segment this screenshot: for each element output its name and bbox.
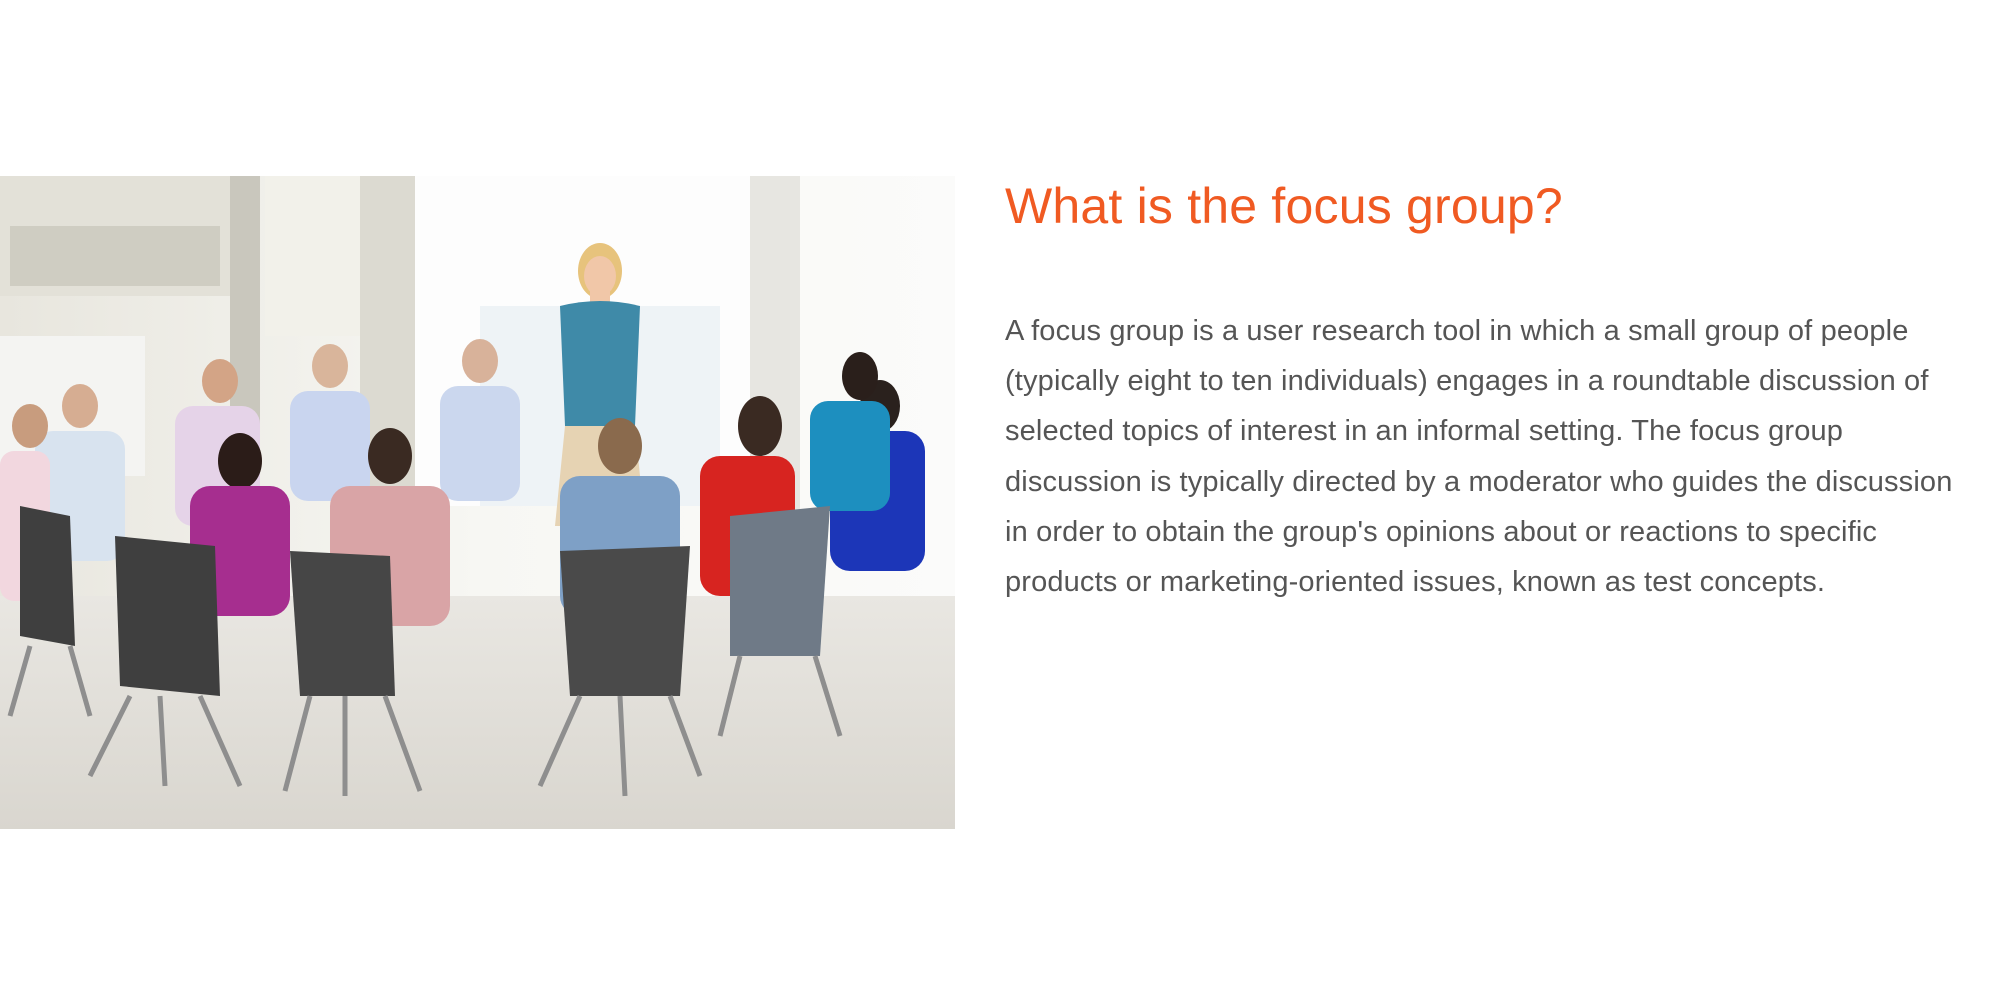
focus-group-photo bbox=[0, 176, 955, 829]
section-paragraph: A focus group is a user research tool in… bbox=[1005, 315, 1953, 599]
chairs bbox=[20, 506, 830, 696]
chair-legs bbox=[7, 645, 843, 797]
section-title: What is the focus group? bbox=[1005, 178, 1563, 234]
focus-group-section: What is the focus group? A focus group i… bbox=[1005, 176, 1965, 607]
focus-group-illustration bbox=[0, 176, 955, 829]
